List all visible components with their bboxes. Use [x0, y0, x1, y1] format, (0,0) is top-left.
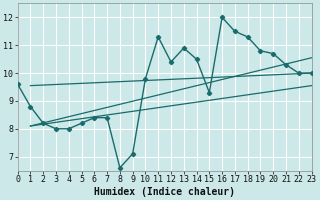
X-axis label: Humidex (Indice chaleur): Humidex (Indice chaleur)	[94, 186, 235, 197]
